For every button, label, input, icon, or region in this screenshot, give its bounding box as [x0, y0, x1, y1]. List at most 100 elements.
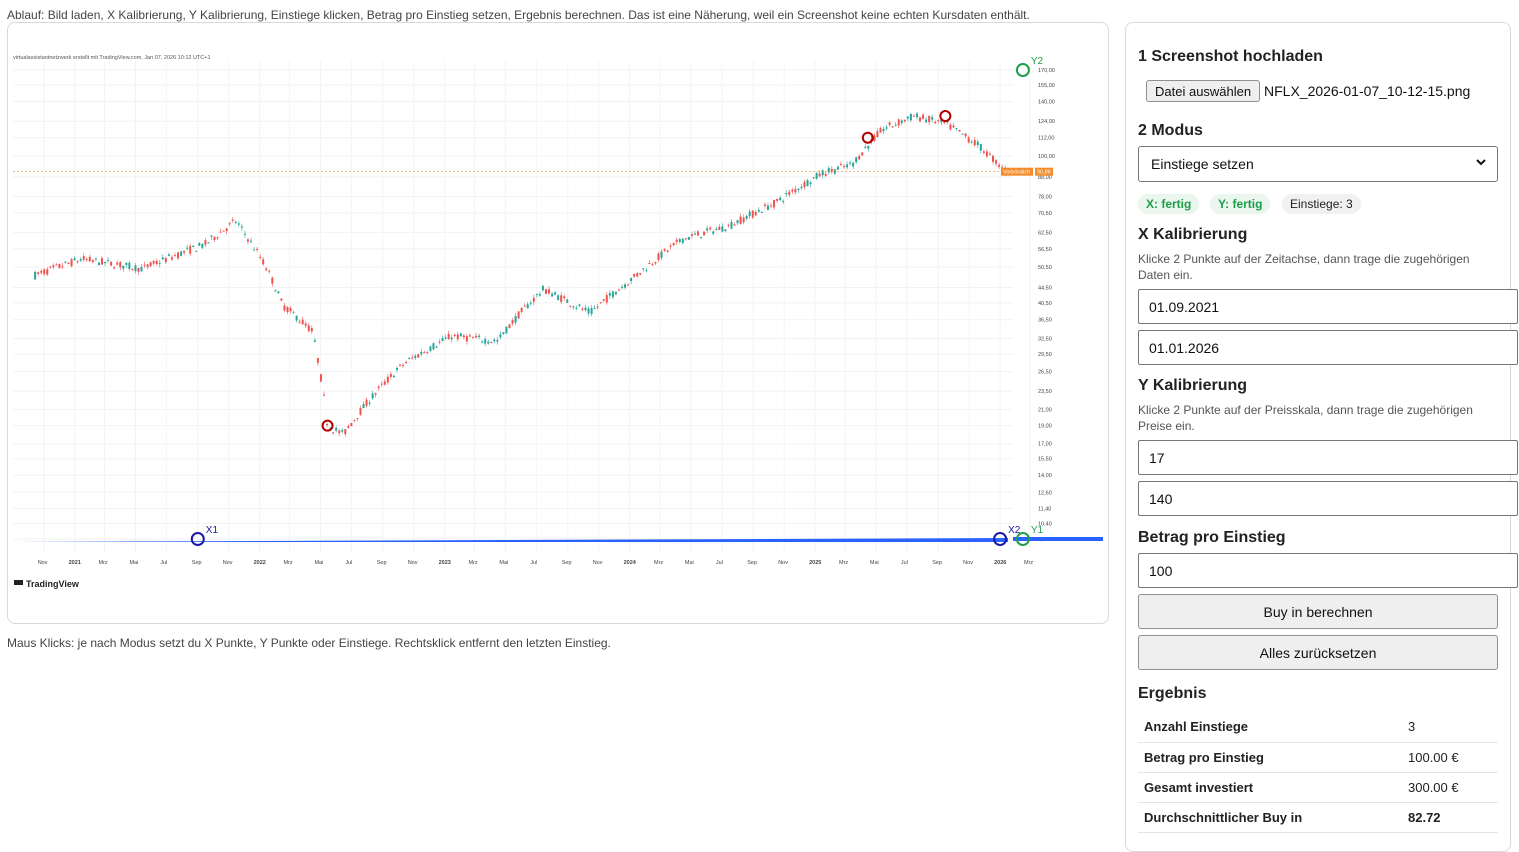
candle [475, 335, 478, 338]
x-date-2-input[interactable] [1138, 330, 1518, 365]
result-row: Betrag pro Einstieg 100.00 € [1138, 742, 1498, 773]
candle [803, 181, 806, 188]
candle [58, 263, 61, 269]
last-price-value: 90,86 [1037, 170, 1051, 176]
candle [724, 229, 727, 232]
candle [67, 263, 70, 265]
candle [575, 307, 578, 309]
candle [468, 335, 471, 337]
candle [566, 299, 569, 303]
candle [82, 256, 85, 260]
candle [979, 143, 982, 151]
time-tick-label: Mai [129, 560, 138, 566]
price-tick-label: 170,00 [1038, 68, 1055, 74]
price-tick-label: 88,00 [1038, 175, 1052, 181]
candle [420, 351, 423, 355]
price-tick-label: 70,50 [1038, 211, 1052, 217]
y-calibration-title: Y Kalibrierung [1138, 377, 1248, 394]
candle [852, 162, 855, 167]
candle [919, 117, 922, 122]
candle [608, 293, 611, 296]
x-date-1-input[interactable] [1138, 289, 1518, 324]
candle [523, 305, 526, 307]
time-tick-label: Sep [747, 560, 757, 566]
candle [289, 307, 292, 312]
time-tick-label: Nov [963, 560, 973, 566]
candle [712, 231, 715, 234]
candle [347, 426, 350, 428]
candle [821, 170, 824, 176]
price-tick-label: 12,60 [1038, 490, 1052, 496]
candle [894, 124, 897, 126]
candle [122, 265, 125, 269]
candle [173, 255, 176, 257]
candle [928, 115, 931, 123]
candle [377, 386, 380, 389]
candle [195, 250, 198, 252]
candle [800, 186, 803, 189]
time-tick-label: Jul [901, 560, 908, 566]
candle [274, 290, 277, 292]
candle [934, 121, 937, 124]
result-row: Durchschnittlicher Buy in 82.72 [1138, 802, 1498, 833]
candle [371, 393, 374, 399]
candle [453, 334, 456, 336]
candle [110, 261, 113, 266]
calculate-button[interactable]: Buy in berechnen [1138, 594, 1498, 629]
y1-label: Y1 [1031, 525, 1044, 536]
mode-select[interactable]: Einstiege setzen [1138, 146, 1498, 182]
price-tick-label: 17,00 [1038, 442, 1052, 448]
y-price-2-input[interactable] [1138, 481, 1518, 516]
chart-image[interactable]: virtualassistantnetzwerk erstellt mit Tr… [8, 23, 1109, 624]
candle [669, 245, 672, 247]
candle [368, 402, 371, 404]
candle [408, 358, 411, 360]
candle [678, 239, 681, 242]
candle [602, 298, 605, 301]
candle [40, 270, 43, 273]
candle [237, 223, 240, 225]
candle [754, 211, 757, 216]
candle [471, 337, 474, 339]
candle [855, 157, 858, 163]
entry-marker [321, 419, 334, 432]
y1-marker [1015, 532, 1030, 546]
mode-select-value: Einstiege setzen [1151, 156, 1254, 172]
candle [405, 361, 408, 364]
candle [982, 151, 985, 153]
candle [146, 264, 149, 268]
candle [952, 125, 955, 128]
candle [766, 205, 769, 210]
candle [374, 393, 377, 395]
candle [526, 304, 529, 309]
file-choose-button[interactable]: Datei auswählen [1146, 80, 1261, 102]
candle [943, 122, 946, 124]
candle [590, 308, 593, 314]
time-tick-label: Mrz [284, 560, 293, 566]
candle [338, 430, 341, 434]
candle [253, 249, 256, 251]
chart-canvas[interactable]: virtualassistantnetzwerk erstellt mit Tr… [7, 22, 1109, 624]
amount-input[interactable] [1138, 553, 1518, 588]
time-tick-label: Mai [499, 560, 508, 566]
candle [441, 337, 444, 341]
candle [265, 268, 268, 271]
candle [824, 174, 827, 176]
candle [268, 270, 271, 272]
candle [675, 239, 678, 243]
candle [511, 320, 514, 324]
reset-button[interactable]: Alles zurücksetzen [1138, 635, 1498, 670]
price-tick-label: 10,40 [1038, 521, 1052, 527]
time-tick-label: Jul [716, 560, 723, 566]
candle [79, 259, 82, 261]
x-calibration-help: Klicke 2 Punkte auf der Zeitachse, dann … [1138, 252, 1470, 282]
candle [487, 341, 490, 344]
candle [648, 263, 651, 265]
candle [940, 118, 943, 123]
time-tick-label: 2025 [809, 560, 821, 566]
time-tick-label: 2023 [439, 560, 451, 566]
price-tick-label: 155,00 [1038, 83, 1055, 89]
candle [730, 221, 733, 229]
y-price-1-input[interactable] [1138, 440, 1518, 475]
time-tick-label: 2024 [624, 560, 637, 566]
